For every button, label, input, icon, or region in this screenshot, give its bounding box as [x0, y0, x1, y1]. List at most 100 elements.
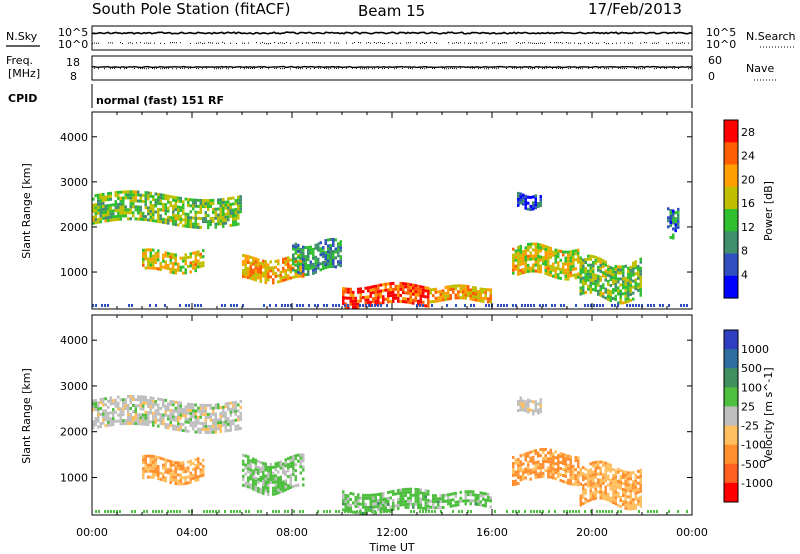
heatmap-cell — [564, 274, 567, 278]
heatmap-cell — [162, 208, 165, 212]
heatmap-cell — [217, 403, 220, 407]
heatmap-cell — [199, 468, 202, 472]
heatmap-cell — [272, 471, 275, 475]
heatmap-cell — [512, 268, 515, 272]
heatmap-cell — [357, 493, 360, 497]
heatmap-cell — [372, 496, 375, 500]
heatmap-cell — [349, 504, 352, 507]
heatmap-cell — [104, 213, 107, 217]
heatmap-cell — [634, 506, 637, 510]
heatmap-cell — [619, 469, 622, 472]
heatmap-cell — [99, 398, 102, 401]
noise-traces — [91, 31, 693, 45]
heatmap-cell — [139, 422, 142, 426]
heatmap-cell — [424, 507, 427, 511]
heatmap-cell — [197, 463, 200, 467]
heatmap-cell — [557, 469, 560, 473]
heatmap-cell — [147, 414, 150, 418]
heatmap-cell — [236, 304, 238, 307]
heatmap-cell — [572, 467, 575, 471]
heatmap-cell — [293, 510, 295, 513]
heatmap-cell — [589, 269, 592, 273]
heatmap-cell — [167, 510, 169, 513]
heatmap-cell — [164, 476, 167, 480]
heatmap-cell — [222, 414, 225, 418]
heatmap-cell — [149, 469, 152, 473]
heatmap-cell — [422, 494, 425, 498]
heatmap-cell — [139, 398, 142, 402]
heatmap-cell — [532, 248, 535, 252]
heatmap-cell — [199, 471, 202, 475]
heatmap-cell — [94, 423, 97, 426]
heatmap-cell — [437, 299, 440, 303]
heatmap-cell — [464, 499, 467, 503]
heatmap-cell — [624, 485, 627, 489]
heatmap-cell — [427, 507, 430, 511]
heatmap-cell — [129, 401, 132, 404]
heatmap-cell — [164, 422, 167, 426]
heatmap-cell — [299, 304, 301, 307]
heatmap-cell — [407, 487, 410, 491]
heatmap-cell — [589, 474, 592, 478]
heatmap-cell — [404, 490, 407, 494]
heatmap-cell — [549, 246, 552, 250]
heatmap-cell — [532, 461, 535, 465]
heatmap-cell — [142, 211, 145, 215]
heatmap-cell — [192, 263, 195, 267]
heatmap-cell — [167, 417, 170, 421]
heatmap-cell — [172, 418, 175, 422]
heatmap-cell — [112, 203, 115, 207]
heatmap-cell — [147, 420, 150, 424]
heatmap-cell — [434, 290, 437, 294]
heatmap-cell — [402, 500, 405, 504]
heatmap-cell — [557, 249, 560, 253]
heatmap-cell — [177, 265, 180, 269]
heatmap-cell — [653, 510, 655, 513]
heatmap-cell — [184, 476, 187, 479]
heatmap-cell — [139, 395, 142, 399]
heatmap-cell — [567, 457, 570, 461]
heatmap-cell — [154, 204, 157, 208]
heatmap-cell — [614, 502, 617, 506]
heatmap-cell — [139, 407, 142, 411]
heatmap-cell — [149, 402, 152, 406]
heatmap-cell — [564, 474, 567, 478]
heatmap-cell — [149, 194, 152, 198]
heatmap-cell — [489, 300, 492, 304]
heatmap-cell — [157, 456, 160, 459]
heatmap-cell — [184, 256, 187, 260]
heatmap-cell — [537, 269, 540, 273]
heatmap-cell — [677, 207, 680, 211]
heatmap-cell — [214, 225, 217, 229]
y-tick-label: 2000 — [60, 221, 88, 234]
heatmap-cell — [334, 265, 337, 269]
colorbar-swatch — [724, 368, 738, 388]
heatmap-cell — [639, 504, 642, 508]
heatmap-cell — [177, 422, 180, 426]
heatmap-cell — [354, 495, 357, 499]
heatmap-cell — [382, 283, 385, 287]
heatmap-cell — [399, 293, 402, 297]
heatmap-cell — [549, 457, 552, 461]
heatmap-cell — [152, 254, 155, 258]
heatmap-cell — [182, 206, 185, 210]
heatmap-cell — [154, 192, 157, 196]
heatmap-cell — [389, 288, 392, 292]
heatmap-cell — [94, 206, 97, 210]
heatmap-cell — [114, 410, 117, 414]
heatmap-cell — [184, 218, 187, 222]
heatmap-cell — [364, 301, 367, 305]
heatmap-cell — [117, 205, 120, 209]
heatmap-cell — [374, 296, 377, 300]
heatmap-cell — [442, 500, 445, 503]
heatmap-cell — [677, 210, 680, 214]
heatmap-cell — [249, 270, 252, 274]
heatmap-cell — [524, 304, 526, 307]
heatmap-cell — [187, 201, 190, 204]
heatmap-cell — [144, 203, 147, 207]
heatmap-cell — [218, 510, 220, 513]
heatmap-cell — [134, 196, 137, 200]
heatmap-cell — [579, 286, 582, 290]
heatmap-cell — [232, 223, 235, 227]
heatmap-cell — [317, 263, 320, 267]
